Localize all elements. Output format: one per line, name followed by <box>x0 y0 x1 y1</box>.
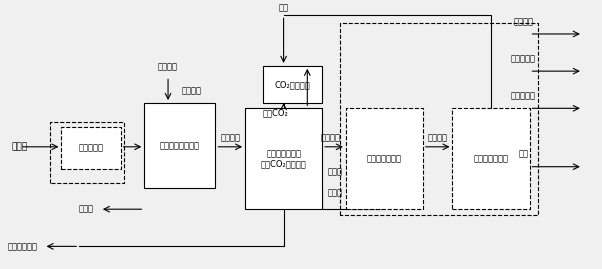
Text: 甲醇: 甲醇 <box>279 4 288 13</box>
Text: 低温甲醇洗系统: 低温甲醇洗系统 <box>474 154 509 163</box>
FancyBboxPatch shape <box>61 127 120 169</box>
FancyBboxPatch shape <box>346 108 423 209</box>
Text: 液态二氧化碳: 液态二氧化碳 <box>8 242 38 251</box>
Text: 锅炉给水: 锅炉给水 <box>158 62 178 71</box>
FancyBboxPatch shape <box>453 108 530 209</box>
Text: 含醇水: 含醇水 <box>328 189 343 198</box>
Text: 富甲烷气: 富甲烷气 <box>321 134 341 143</box>
Text: 变换甲烷化: 变换甲烷化 <box>78 144 104 153</box>
Text: 粗煤气: 粗煤气 <box>11 142 27 151</box>
FancyBboxPatch shape <box>245 108 322 209</box>
Text: 低温甲醇洗系统: 低温甲醇洗系统 <box>367 154 402 163</box>
Text: CO₂精馏系统: CO₂精馏系统 <box>275 80 311 89</box>
Text: 液态CO₂: 液态CO₂ <box>263 108 288 117</box>
Text: 富甲烷气: 富甲烷气 <box>427 134 448 143</box>
Text: 废水: 废水 <box>518 150 529 159</box>
Text: 放空尾气: 放空尾气 <box>514 17 533 26</box>
Text: 富甲烷气水洗系统: 富甲烷气水洗系统 <box>160 141 200 150</box>
Text: 产品天然气: 产品天然气 <box>511 91 536 100</box>
Text: 富甲烷气: 富甲烷气 <box>220 134 240 143</box>
Text: 富硫酸性气: 富硫酸性气 <box>511 54 536 63</box>
Text: 富甲烷气冷凝及
液态CO₂分离系统: 富甲烷气冷凝及 液态CO₂分离系统 <box>261 149 306 168</box>
FancyBboxPatch shape <box>263 66 322 103</box>
Text: 富甲烷气: 富甲烷气 <box>182 86 202 95</box>
FancyBboxPatch shape <box>144 103 216 188</box>
Text: 弛放气: 弛放气 <box>328 168 343 176</box>
Text: 洗涤液: 洗涤液 <box>79 205 94 214</box>
